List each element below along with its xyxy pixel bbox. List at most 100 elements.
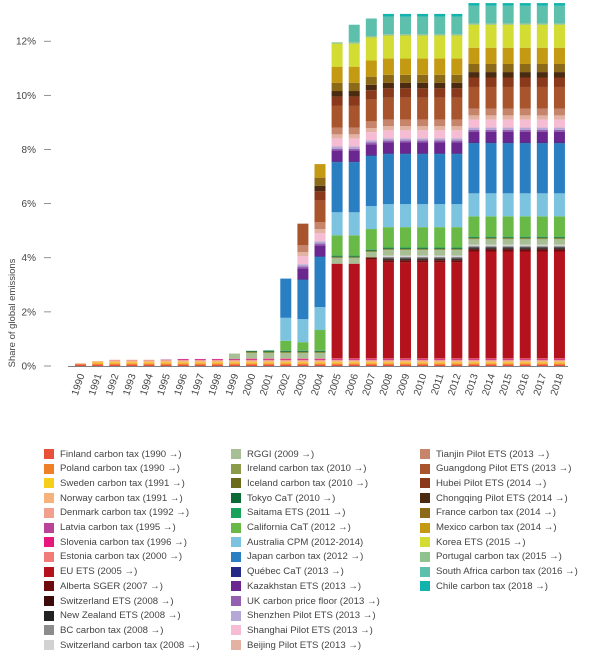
bar-segment — [315, 257, 326, 307]
bar-segment — [434, 204, 445, 227]
bar-segment — [332, 147, 343, 149]
bar-segment — [417, 362, 428, 363]
bar-segment — [486, 358, 497, 359]
y-tick-label: 0% — [22, 362, 37, 373]
bar-segment — [451, 258, 462, 259]
bar-segment — [503, 361, 514, 362]
bar-segment — [332, 258, 343, 263]
bar-segment — [520, 361, 531, 362]
bar-segment — [486, 252, 497, 359]
bar-segment — [263, 353, 274, 358]
bar-segment — [451, 204, 462, 227]
bar-segment — [383, 138, 394, 140]
bar-segment — [503, 245, 514, 246]
bar-segment — [366, 85, 377, 90]
bar-segment — [349, 361, 360, 362]
bar-segment — [400, 358, 411, 359]
x-tick-label: 2010 — [412, 372, 429, 397]
bar-segment — [349, 360, 360, 361]
bar-segment — [468, 132, 479, 143]
bar-segment — [520, 119, 531, 127]
bar-segment — [195, 362, 206, 363]
bar-segment — [417, 75, 428, 83]
bar-segment — [417, 247, 428, 248]
bar-segment — [434, 364, 445, 365]
bar-segment — [109, 361, 120, 362]
bar-segment — [366, 365, 377, 366]
bar-segment — [126, 365, 137, 366]
bar-segment — [109, 364, 120, 365]
bar-segment — [366, 362, 377, 363]
bar-segment — [280, 318, 291, 341]
bar-segment — [315, 350, 326, 351]
bar-segment — [263, 364, 274, 365]
legend-item: Chile carbon tax (2018 →) — [420, 579, 548, 593]
bar-segment — [451, 126, 462, 130]
bar-segment — [554, 359, 565, 360]
bar-segment — [297, 319, 308, 342]
bar-segment — [297, 360, 308, 361]
bar-segment — [503, 359, 514, 360]
bar-segment — [315, 360, 326, 361]
bar-segment — [126, 361, 137, 362]
x-tick-label: 1996 — [173, 372, 190, 397]
bar-segment — [434, 36, 445, 59]
bar-segment — [417, 360, 428, 361]
bar-segment — [520, 109, 531, 116]
bar-segment — [143, 361, 154, 362]
bar-segment — [263, 365, 274, 366]
bar-segment — [366, 128, 377, 132]
bar-segment — [554, 362, 565, 363]
legend-item: Switzerland ETS (2008 →) — [44, 594, 174, 608]
legend-label: Tokyo CaT (2010 →) — [247, 493, 335, 504]
bar-segment — [520, 64, 531, 72]
bar-segment — [366, 132, 377, 140]
bar-segment — [486, 142, 497, 143]
legend-swatch — [231, 449, 241, 459]
bar-segment — [366, 77, 377, 85]
bar-segment — [554, 48, 565, 64]
bar-segment — [332, 138, 343, 146]
legend-swatch — [44, 640, 54, 650]
bar-segment — [400, 14, 411, 17]
bar-segment — [434, 249, 445, 250]
bar-segment — [451, 119, 462, 126]
bar-segment — [520, 143, 531, 193]
legend-item: Mexico carbon tax (2014 →) — [420, 521, 557, 535]
legend-swatch — [231, 581, 241, 591]
bar-segment — [468, 142, 479, 143]
bar-segment — [537, 115, 548, 119]
bar-segment — [297, 224, 308, 246]
bar-segment — [315, 233, 326, 241]
bar-segment — [554, 128, 565, 130]
bar-segment — [468, 249, 479, 250]
bar-segment — [503, 115, 514, 119]
legend-swatch — [231, 508, 241, 518]
bar-segment — [263, 361, 274, 362]
legend-swatch — [231, 537, 241, 547]
bar-segment — [383, 359, 394, 360]
bar-segment — [349, 42, 360, 43]
bar-segment — [417, 262, 428, 358]
bar-segment — [315, 364, 326, 365]
bar-segment — [400, 260, 411, 261]
bar-segment — [520, 362, 531, 363]
bar-segment — [366, 250, 377, 251]
bar-segment — [383, 119, 394, 126]
bar-segment — [486, 359, 497, 360]
bar-segment — [520, 245, 531, 246]
bar-segment — [451, 250, 462, 255]
bar-segment — [366, 257, 377, 259]
legend-label: Hubei Pilot ETS (2014 →) — [436, 478, 546, 489]
bar-segment — [366, 359, 377, 360]
bar-segment — [451, 153, 462, 154]
legend-label: Switzerland ETS (2008 →) — [60, 596, 174, 607]
bar-segment — [280, 364, 291, 365]
bar-segment — [537, 128, 548, 130]
bar-segment — [212, 360, 223, 361]
legend-label: Shenzhen Pilot ETS (2013 →) — [247, 610, 376, 621]
bar-segment — [537, 72, 548, 77]
bar-segment — [434, 360, 445, 361]
legend-label: RGGI (2009 →) — [247, 449, 314, 460]
bar-segment — [383, 126, 394, 130]
